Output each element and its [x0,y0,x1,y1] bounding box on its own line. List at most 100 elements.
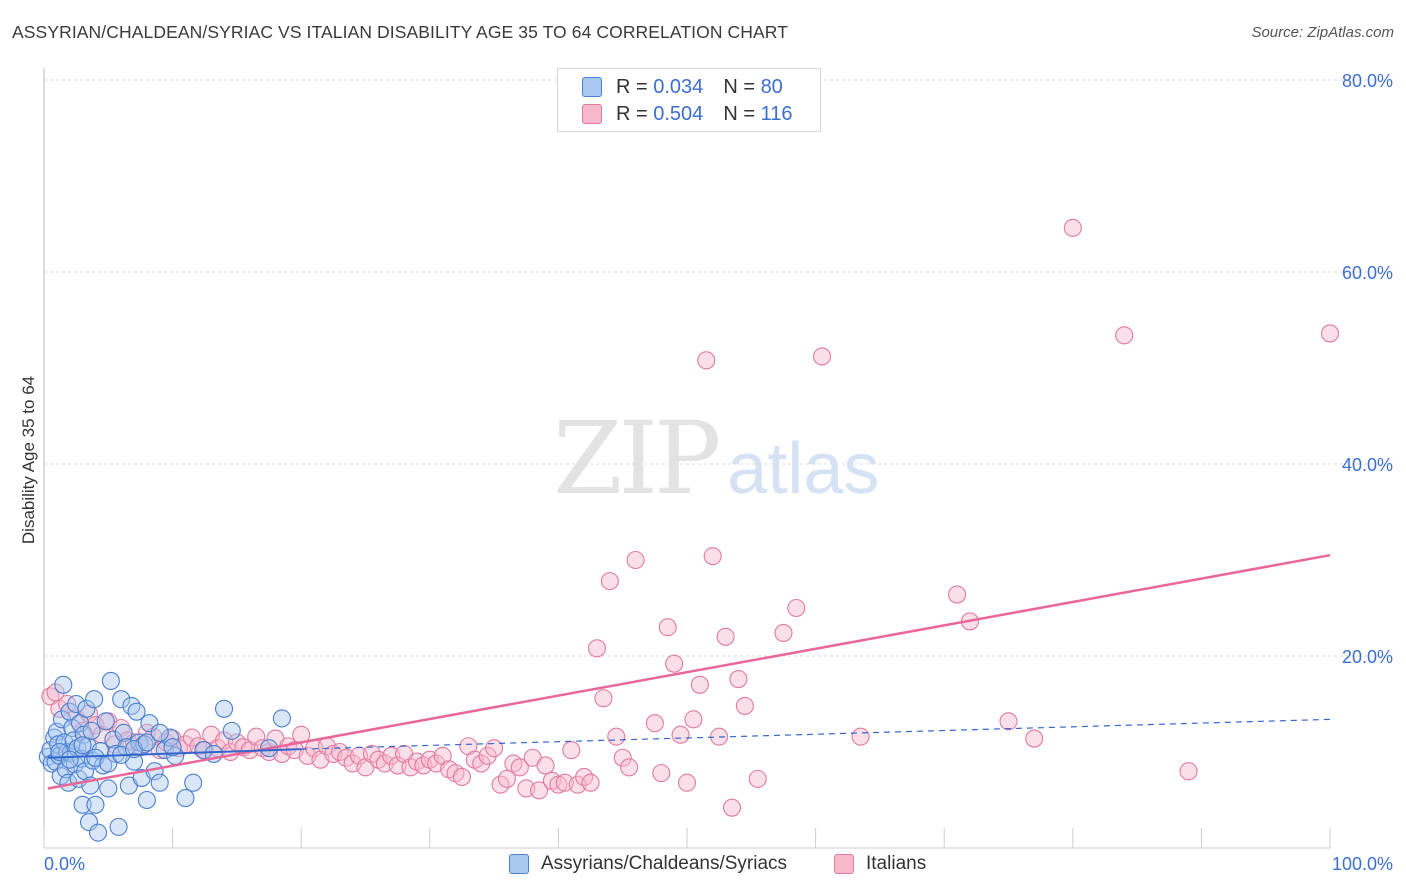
point-italians [697,351,716,370]
point-assyrians [194,741,213,760]
point-italians [613,748,632,767]
x-tick-label-max: 100.0% [1332,854,1393,874]
point-italians [671,725,690,744]
point-italians [600,572,619,591]
point-assyrians [112,690,131,709]
point-assyrians [150,723,169,742]
point-italians [948,585,967,604]
point-italians [684,710,703,729]
point-italians [677,773,697,792]
point-italians [452,767,472,787]
point-assyrians [272,709,291,728]
legend-r-value: 0.034 [653,75,704,98]
point-italians [530,781,549,800]
point-italians [581,773,600,792]
point-italians [607,727,626,746]
stats-legend: R = 0.034 N = 80 R = 0.504 N = 116 [557,68,821,132]
point-italians [79,704,99,723]
point-italians [485,739,504,758]
bottom-legend-assyrians: Assyrians/Chaldeans/Syriacs [509,850,787,878]
point-italians [549,775,568,794]
point-assyrians [109,817,128,836]
trendline-assyrians-dashed [301,718,1331,750]
legend-n-label: N = [723,75,755,98]
bottom-swatch-pink [834,854,854,874]
point-assyrians [101,671,120,691]
watermark-zip: ZIP [553,400,721,517]
point-italians [999,712,1018,731]
point-assyrians [54,675,73,694]
point-assyrians [73,736,92,755]
chart-title: ASSYRIAN/CHALDEAN/SYRIAC VS ITALIAN DISA… [12,22,788,42]
point-italians [658,618,677,637]
point-italians [729,669,748,689]
point-italians [510,758,529,777]
legend-row-assyrians: R = 0.034 N = 80 [582,75,783,99]
source-label: Source: ZipAtlas.com [1251,24,1394,41]
point-italians [478,746,497,765]
point-italians [562,741,581,760]
point-italians [497,769,517,788]
point-italians [665,654,684,673]
point-assyrians [96,712,115,731]
point-assyrians [214,699,234,718]
bottom-legend-label-assyrians: Assyrians/Chaldeans/Syriacs [541,853,788,874]
point-italians [594,689,613,708]
point-italians [645,714,664,733]
point-assyrians [176,789,195,808]
point-assyrians [137,790,156,810]
legend-r-label: R = [616,75,648,98]
bottom-swatch-blue [509,854,529,874]
point-assyrians [79,813,99,832]
point-assyrians [82,721,101,740]
point-italians [812,347,832,366]
bottom-legend-label-italians: Italians [866,853,927,874]
point-italians [536,756,555,775]
point-italians [247,727,266,746]
point-italians [748,769,767,788]
y-tick-label: 20.0% [1342,647,1393,667]
point-assyrians [184,773,203,792]
point-assyrians [85,690,104,709]
point-assyrians [88,823,108,842]
point-italians [1115,326,1134,345]
watermark: ZIP atlas [553,400,879,517]
point-italians [1179,762,1198,781]
point-assyrians [127,702,146,721]
point-italians [620,758,639,777]
point-assyrians [135,735,154,754]
legend-n-value: 80 [760,75,783,98]
legend-swatch-pink [582,104,602,124]
point-italians [774,623,793,643]
point-assyrians [114,723,133,742]
point-italians [587,639,607,658]
point-assyrians [106,744,126,763]
legend-row-italians: R = 0.504 N = 116 [582,102,792,126]
point-assyrians [122,696,141,715]
point-assyrians [150,773,169,792]
point-italians [652,764,671,783]
legend-n-label: N = [723,102,755,125]
point-italians [690,675,709,694]
y-axis-label: Disability Age 35 to 64 [19,376,38,544]
point-assyrians [73,795,92,814]
legend-r-label: R = [616,102,648,125]
legend-n-value: 116 [760,102,793,125]
point-italians [735,696,754,715]
point-italians [472,754,491,773]
point-assyrians [67,694,86,714]
point-assyrians [60,750,79,769]
point-assyrians [99,779,118,798]
point-assyrians [222,721,241,740]
legend-swatch-blue [582,77,602,97]
point-italians [851,727,870,746]
point-assyrians [163,738,182,757]
trendline-italians [47,553,1331,790]
legend-r-value: 0.504 [653,102,704,125]
point-italians [46,683,65,702]
point-italians [787,598,806,618]
y-tick-label: 60.0% [1342,263,1393,283]
point-assyrians [86,795,105,814]
bottom-legend-italians: Italians [834,850,926,878]
